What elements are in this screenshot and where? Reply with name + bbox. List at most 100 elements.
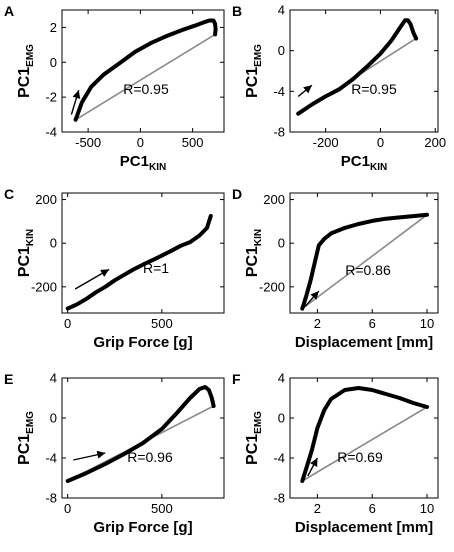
panel-letter: A [4, 3, 14, 19]
x-tick-label: 2 [314, 501, 321, 516]
y-tick-label: 0 [278, 236, 285, 251]
plot-frame [61, 9, 225, 133]
x-axis-label: Displacement [mm] [295, 519, 433, 536]
x-tick-label: 0 [377, 135, 384, 150]
y-tick-label: 200 [35, 192, 57, 207]
panel-f: F 2 6 10 -8 -4 0 4 Displacement [mm] PC1EMG R=0.69 [232, 371, 439, 536]
plot-frame [61, 192, 225, 314]
y-axis-label-sub: EMG [25, 411, 36, 434]
y-axis-label: PC1EMG [16, 411, 36, 465]
direction-arrow-icon [297, 84, 313, 97]
y-axis-label-sub: EMG [25, 44, 36, 67]
x-tick-label: 0 [64, 316, 71, 331]
correlation-annotation: R=1 [143, 260, 169, 276]
y-tick-label: 4 [278, 3, 285, 18]
correlation-annotation: R=0.95 [123, 81, 169, 97]
direction-arrow-icon [70, 89, 81, 115]
x-tick-label: 10 [420, 501, 434, 516]
x-axis-label-sub: KIN [149, 162, 166, 173]
x-tick-label: 6 [369, 316, 376, 331]
direction-arrow-icon [73, 450, 106, 461]
direction-arrow-icon [307, 457, 319, 477]
panel-letter: E [4, 371, 13, 387]
x-tick-label: 200 [424, 135, 446, 150]
data-curve [300, 386, 429, 483]
data-curve [65, 213, 213, 311]
y-tick-label: 0 [50, 411, 57, 426]
y-tick-label: -8 [273, 491, 285, 506]
y-axis-label-sub: KIN [253, 229, 264, 246]
data-curve [296, 18, 419, 116]
x-axis-label-main: PC1 [341, 153, 370, 170]
x-axis-label-main: Displacement [mm] [295, 334, 433, 351]
x-tick-label: -200 [313, 135, 339, 150]
y-tick-label: 4 [50, 371, 57, 386]
panel-letter: C [4, 186, 14, 202]
x-tick-label: 6 [369, 501, 376, 516]
y-axis-label-main: PC1 [244, 67, 261, 98]
y-tick-label: 0 [278, 411, 285, 426]
x-axis-label-main: PC1 [120, 153, 149, 170]
x-axis-label: PC1KIN [120, 153, 166, 173]
x-axis-label-main: Grip Force [g] [93, 334, 192, 351]
panel-e: E 0 500 -8 -4 0 4 Grip Force [g] PC1EMG R=0.96 [4, 371, 225, 536]
x-axis-label-main: Grip Force [g] [93, 519, 192, 536]
x-tick-label: 500 [151, 501, 173, 516]
y-tick-label: 4 [278, 371, 285, 386]
panel-letter: F [232, 371, 241, 387]
y-axis-label-main: PC1 [16, 434, 33, 465]
y-axis-label-main: PC1 [244, 246, 261, 277]
reference-line [75, 33, 216, 121]
x-tick-label: 0 [137, 135, 144, 150]
y-tick-label: 0 [278, 43, 285, 58]
y-tick-label: 200 [263, 192, 285, 207]
y-tick-label: -4 [273, 84, 285, 99]
x-tick-label: 10 [420, 316, 434, 331]
x-axis-label: Displacement [mm] [295, 334, 433, 351]
y-tick-label: -8 [45, 491, 57, 506]
x-tick-label: 0 [64, 501, 71, 516]
x-tick-label: -500 [75, 135, 101, 150]
x-axis-label-main: Displacement [mm] [295, 519, 433, 536]
plot-frame [289, 192, 439, 314]
x-axis-label: Grip Force [g] [93, 519, 192, 536]
panel-letter: B [232, 3, 242, 19]
y-tick-label: 0 [50, 55, 57, 70]
x-tick-label: 2 [314, 316, 321, 331]
x-tick-label: 500 [182, 135, 204, 150]
plot-frame [61, 377, 225, 499]
y-axis-label: PC1KIN [244, 229, 264, 277]
reference-line [301, 406, 428, 482]
y-axis-label: PC1KIN [16, 229, 36, 277]
x-tick-label: 500 [151, 316, 173, 331]
panel-letter: D [232, 186, 242, 202]
y-axis-label-sub: EMG [253, 44, 264, 67]
x-axis-label: PC1KIN [341, 153, 387, 173]
correlation-annotation: R=0.69 [337, 449, 383, 465]
y-tick-label: -4 [273, 451, 285, 466]
y-tick-label: -4 [45, 451, 57, 466]
correlation-annotation: R=0.96 [127, 449, 173, 465]
y-axis-label-sub: KIN [25, 229, 36, 246]
y-axis-label-main: PC1 [244, 434, 261, 465]
plot-frame [289, 9, 439, 133]
y-tick-label: 2 [50, 20, 57, 35]
y-tick-label: -200 [259, 279, 285, 294]
y-axis-label-main: PC1 [16, 67, 33, 98]
y-axis-label-sub: EMG [253, 411, 264, 434]
y-tick-label: -200 [31, 279, 57, 294]
panel-c: C 0 500 -200 0 200 Grip Force [g] PC1KIN R=1 [4, 186, 225, 351]
correlation-annotation: R=0.86 [345, 262, 391, 278]
y-axis-label: PC1EMG [16, 44, 36, 98]
data-curve [73, 18, 218, 122]
direction-arrow-icon [304, 290, 320, 307]
y-tick-label: -8 [273, 125, 285, 140]
data-curve [300, 212, 429, 311]
y-tick-label: -2 [45, 90, 57, 105]
y-axis-label: PC1EMG [244, 411, 264, 465]
y-tick-label: 0 [50, 236, 57, 251]
y-axis-label-main: PC1 [16, 246, 33, 277]
